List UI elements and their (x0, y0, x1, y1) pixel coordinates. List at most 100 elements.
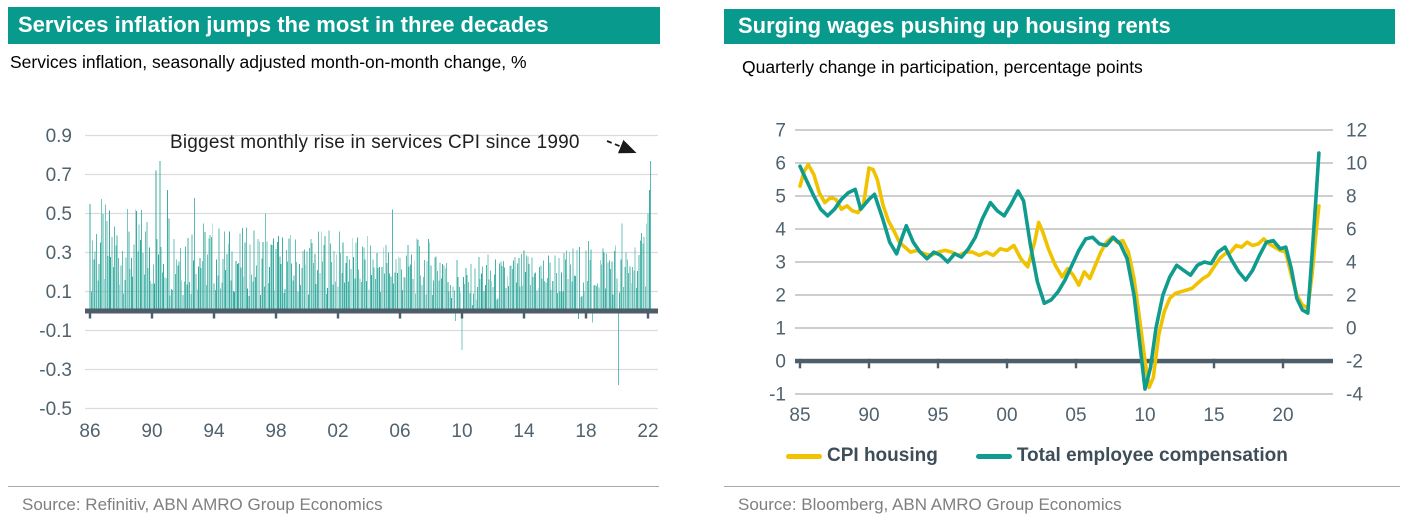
x-axis-tick (150, 308, 154, 319)
bar (200, 267, 202, 311)
bar (235, 260, 237, 311)
bar (493, 274, 495, 311)
bar (125, 257, 127, 311)
bar (275, 249, 277, 311)
bar (139, 240, 141, 311)
bar (426, 261, 428, 311)
bar (389, 273, 391, 311)
x-axis-tick (336, 308, 340, 319)
bar (549, 262, 551, 311)
x-axis-tick-label: 86 (79, 421, 100, 442)
bar (465, 267, 467, 311)
bar (542, 260, 544, 311)
bar (99, 242, 101, 311)
bar (620, 259, 622, 311)
left-y-axis-tick-label: 4 (775, 220, 786, 241)
bar (368, 289, 370, 311)
bar (550, 290, 552, 311)
bar (460, 292, 462, 311)
bar (267, 283, 269, 311)
bar (254, 277, 256, 311)
bar (381, 267, 383, 311)
bar (150, 280, 152, 311)
y-axis-tick-label: -0.3 (39, 360, 72, 381)
bar (577, 311, 579, 319)
x-axis-tick-label: 10 (451, 421, 472, 442)
bar (154, 283, 156, 311)
bar (540, 265, 542, 311)
bar (572, 248, 574, 311)
bar (376, 253, 378, 311)
bar (406, 255, 407, 311)
bar (192, 260, 194, 311)
bar (623, 286, 624, 311)
bar (183, 281, 185, 311)
bar (601, 264, 602, 311)
bar (536, 290, 538, 311)
bar (160, 247, 162, 311)
bar (107, 256, 109, 311)
bar (644, 286, 646, 311)
bar (526, 255, 528, 311)
bar (225, 269, 227, 311)
x-axis-tick (584, 308, 588, 319)
left-chart-title: Services inflation jumps the most in thr… (8, 7, 660, 44)
bar (616, 278, 618, 311)
bar (582, 282, 584, 311)
x-axis-tick-label: 15 (1203, 405, 1224, 426)
bar (172, 289, 174, 311)
bar (610, 269, 612, 311)
total-compensation-line-swatch (975, 453, 1012, 459)
x-axis-tick (460, 308, 464, 319)
bar (499, 263, 500, 311)
bar (484, 284, 486, 311)
left-x-axis: 86 90 94 98 02 06 10 14 18 22 (79, 308, 659, 442)
y-axis-tick-label: 0.5 (46, 204, 72, 225)
bar (218, 228, 220, 311)
x-axis-tick-label: 14 (513, 421, 535, 442)
left-y-axis-tick-label: 2 (775, 286, 786, 307)
right-y-axis-tick-label: 0 (1346, 319, 1357, 340)
bar (594, 284, 596, 311)
right-y-axis-tick-label: 2 (1346, 286, 1357, 307)
bar (524, 272, 526, 311)
bar (437, 271, 438, 311)
bar (161, 272, 163, 311)
bar (94, 251, 96, 311)
bar (285, 249, 287, 311)
left-y-axis-tick-label: 5 (775, 187, 786, 208)
bar (639, 240, 641, 311)
bar (205, 284, 207, 311)
bar (566, 250, 568, 311)
bar (309, 248, 311, 311)
bar (510, 265, 512, 311)
bar (638, 254, 640, 311)
bar (412, 278, 414, 311)
right-chart-title: Surging wages pushing up housing rents (724, 9, 1395, 44)
bar (501, 266, 503, 311)
bar (102, 214, 104, 311)
x-axis-tick-label: 85 (789, 405, 810, 426)
bar (598, 287, 600, 311)
bar (210, 237, 212, 311)
y-axis-tick-label: -0.5 (39, 399, 72, 420)
bar (279, 256, 281, 311)
bar (324, 235, 326, 311)
right-y-axis-tick-label: 12 (1346, 121, 1367, 142)
bar (194, 197, 196, 311)
bar (433, 280, 435, 311)
bar (227, 243, 229, 311)
bar (487, 254, 489, 311)
y-axis-tick-label: 0.3 (46, 243, 72, 264)
bar (442, 264, 444, 311)
bar (338, 231, 340, 311)
bar (531, 257, 533, 311)
bar (416, 238, 418, 311)
bar (595, 285, 597, 311)
bar (637, 270, 639, 311)
bar (514, 257, 516, 311)
bar (305, 264, 307, 311)
bar (138, 224, 140, 311)
bar (473, 293, 475, 311)
bar (315, 284, 317, 311)
